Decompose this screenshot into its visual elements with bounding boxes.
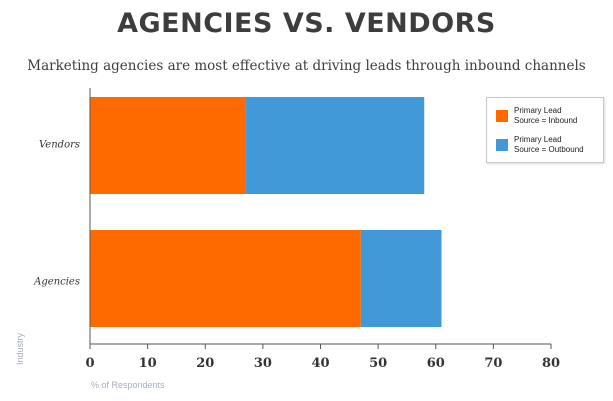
- bar-agencies-inbound: [90, 230, 361, 327]
- category-label-agencies: Agencies: [33, 277, 80, 288]
- legend-label-outbound-line2: Source = Outbound: [514, 145, 584, 154]
- legend-label-inbound-line1: Primary Lead: [514, 106, 562, 115]
- x-tick-label-10: 10: [139, 356, 157, 371]
- x-tick-label-50: 50: [369, 356, 387, 371]
- x-tick-label-70: 70: [484, 356, 502, 371]
- category-label-vendors: Vendors: [39, 140, 80, 151]
- chart-subtitle: Marketing agencies are most effective at…: [27, 58, 586, 74]
- legend: Primary Lead Source = Inbound Primary Le…: [486, 97, 604, 163]
- chart-title: AGENCIES VS. VENDORS: [117, 8, 496, 39]
- bar-vendors-outbound: [245, 97, 425, 194]
- x-tick-label-80: 80: [542, 356, 560, 371]
- x-tick-label-40: 40: [311, 356, 329, 371]
- y-axis-title: Industry: [15, 332, 25, 365]
- bar-vendors-inbound: [90, 97, 246, 194]
- x-tick-label-30: 30: [254, 356, 272, 371]
- category-labels: Vendors Agencies: [33, 140, 80, 288]
- x-tick-label-0: 0: [85, 356, 94, 371]
- bar-agencies-outbound: [360, 230, 442, 327]
- x-axis-title: % of Respondents: [91, 380, 165, 390]
- legend-label-inbound-line2: Source = Inbound: [514, 116, 578, 125]
- x-tick-label-20: 20: [196, 356, 214, 371]
- x-ticks: 0 10 20 30 40 50 60 70 80: [85, 344, 560, 371]
- x-tick-label-60: 60: [427, 356, 445, 371]
- legend-swatch-inbound: [496, 110, 508, 122]
- bars-group: [90, 97, 442, 327]
- legend-swatch-outbound: [496, 139, 508, 151]
- legend-item-outbound: Primary Lead Source = Outbound: [496, 135, 600, 155]
- legend-item-inbound: Primary Lead Source = Inbound: [496, 106, 600, 126]
- legend-label-outbound-line1: Primary Lead: [514, 135, 562, 144]
